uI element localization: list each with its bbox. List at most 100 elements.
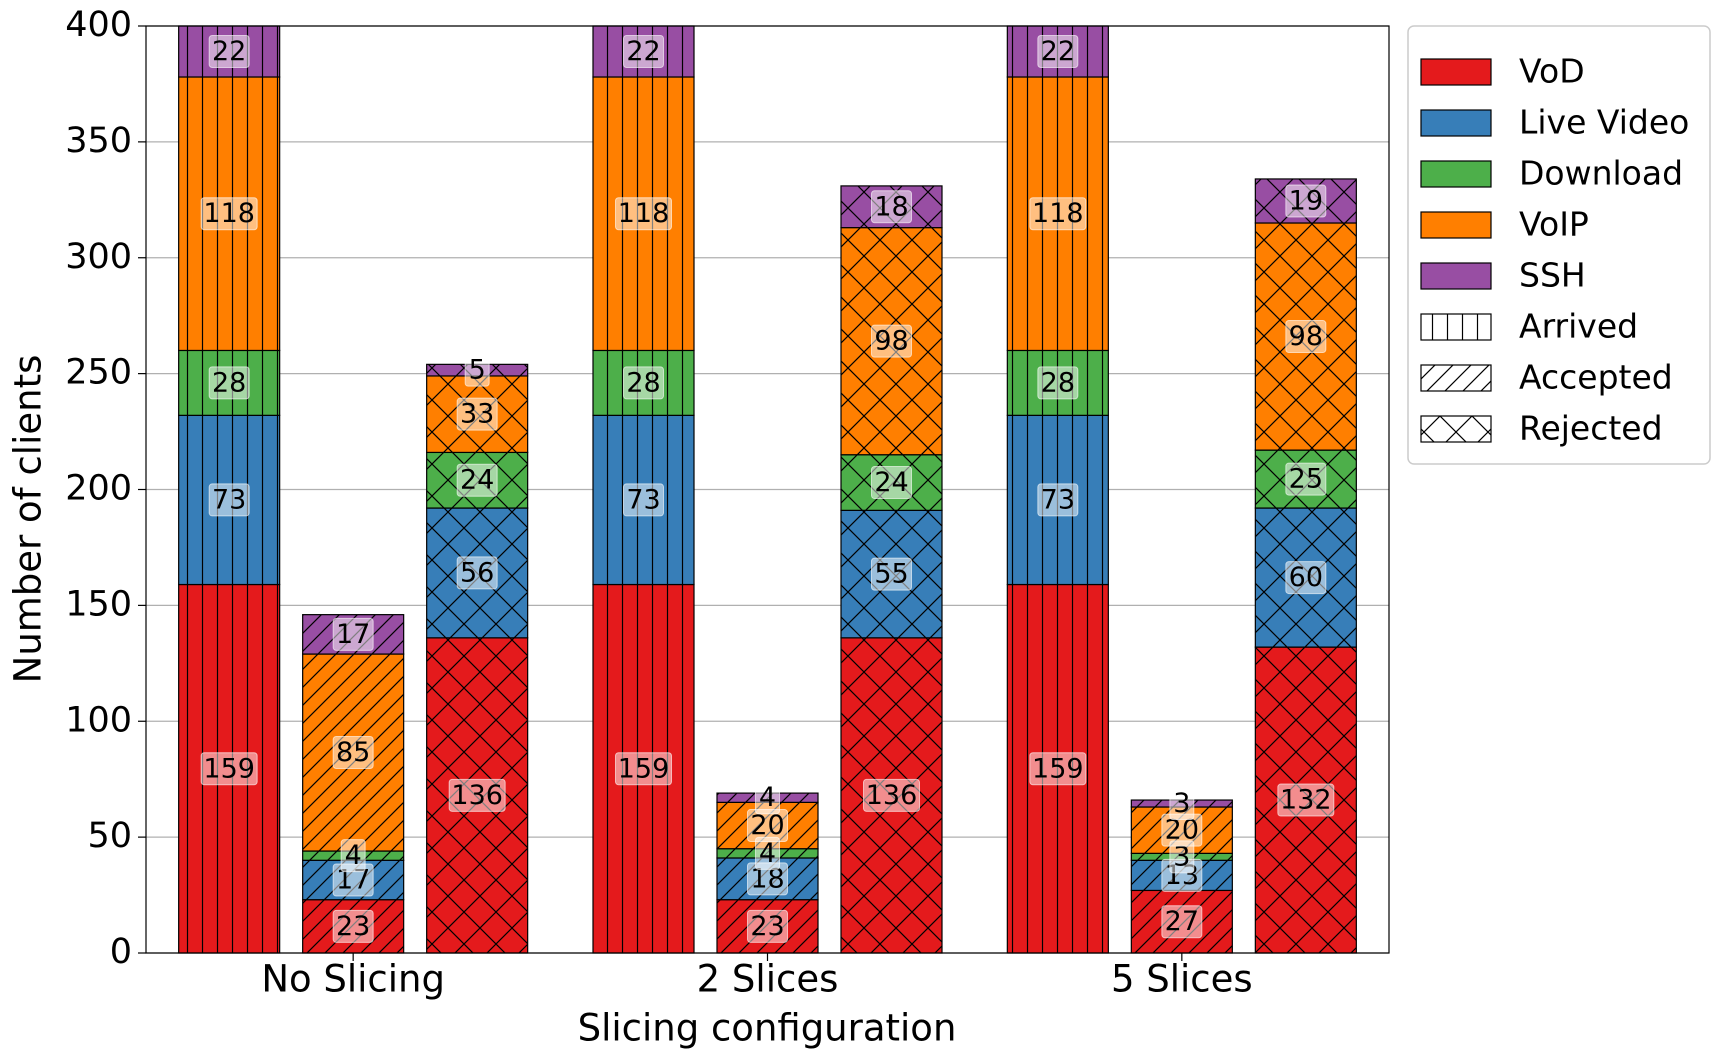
data-label: 23 xyxy=(336,911,370,942)
data-label-box xyxy=(871,190,912,224)
data-label-box xyxy=(863,778,920,812)
data-label-box xyxy=(1285,462,1327,496)
data-label: 73 xyxy=(212,484,246,515)
data-label: 56 xyxy=(460,557,494,588)
data-label-box xyxy=(1161,905,1203,939)
data-label-box xyxy=(456,556,498,590)
legend-label: Accepted xyxy=(1519,358,1673,397)
data-label-box xyxy=(208,366,250,400)
data-label-box xyxy=(871,557,912,591)
legend-label: VoD xyxy=(1519,52,1585,91)
data-label: 27 xyxy=(1165,906,1199,937)
legend-label: Live Video xyxy=(1519,103,1689,142)
legend-swatch xyxy=(1420,364,1492,392)
data-label-box xyxy=(1029,197,1087,231)
data-label-box xyxy=(747,909,788,943)
y-tick-label: 300 xyxy=(65,237,132,277)
data-label-box xyxy=(340,839,366,873)
data-label-box xyxy=(464,353,490,387)
legend-label: VoIP xyxy=(1519,205,1589,244)
data-label-box xyxy=(871,324,912,358)
bar-segment xyxy=(426,375,529,454)
data-label-box xyxy=(332,617,374,651)
data-label: 4 xyxy=(759,782,776,813)
plot-frame xyxy=(145,25,1390,954)
y-tick-label: 400 xyxy=(65,5,132,45)
legend-label: SSH xyxy=(1519,256,1586,295)
y-tick-label: 0 xyxy=(110,932,132,972)
legend-swatch xyxy=(1420,211,1492,239)
data-label: 28 xyxy=(212,367,246,398)
data-label: 136 xyxy=(866,780,918,811)
data-label-box xyxy=(200,752,258,786)
data-label: 22 xyxy=(212,36,246,67)
data-label: 118 xyxy=(203,198,255,229)
x-tick-label: 5 Slices xyxy=(1111,958,1253,1001)
data-label-box xyxy=(332,736,374,770)
data-label-box xyxy=(1285,561,1327,595)
data-label: 22 xyxy=(1041,36,1075,67)
y-tick-label: 150 xyxy=(65,584,132,624)
data-label: 23 xyxy=(750,911,784,942)
data-label: 73 xyxy=(626,484,660,515)
data-label: 159 xyxy=(618,753,670,784)
data-label-box xyxy=(623,366,664,400)
data-label-box xyxy=(456,463,498,497)
data-label: 85 xyxy=(336,737,370,768)
data-label-box xyxy=(615,197,672,231)
y-axis-label: Number of clients xyxy=(7,355,50,684)
data-label: 33 xyxy=(460,399,494,430)
data-label-box xyxy=(200,197,258,231)
data-label-box xyxy=(332,909,374,943)
data-label-box xyxy=(208,483,250,517)
data-label: 24 xyxy=(874,467,908,498)
data-label: 28 xyxy=(1041,367,1075,398)
data-label-box xyxy=(1037,34,1079,68)
data-label: 5 xyxy=(469,355,486,386)
data-label: 17 xyxy=(336,619,370,650)
data-label: 24 xyxy=(460,465,494,496)
data-label-box xyxy=(208,34,250,68)
data-label: 22 xyxy=(626,36,660,67)
y-tick-label: 250 xyxy=(65,353,132,393)
bar-segment xyxy=(592,414,695,586)
data-label-box xyxy=(615,752,672,786)
x-axis-label: Slicing configuration xyxy=(578,1007,957,1050)
data-label-box xyxy=(871,466,912,500)
data-label-box xyxy=(1037,483,1079,517)
data-label-box xyxy=(448,778,506,812)
legend-swatch xyxy=(1420,262,1492,290)
y-tick-label: 100 xyxy=(65,700,132,740)
legend-swatch xyxy=(1420,313,1492,341)
data-label: 28 xyxy=(626,367,660,398)
data-label: 3 xyxy=(1173,841,1190,872)
data-label-box xyxy=(1277,783,1335,817)
data-label: 98 xyxy=(1289,321,1323,352)
data-label-box xyxy=(1285,184,1327,218)
data-label: 19 xyxy=(1289,185,1323,216)
data-label-box xyxy=(1029,752,1087,786)
data-label-box xyxy=(623,34,664,68)
legend-swatch xyxy=(1420,109,1492,137)
data-label: 118 xyxy=(618,198,670,229)
data-label: 73 xyxy=(1041,484,1075,515)
data-label-box xyxy=(1037,366,1079,400)
data-label-box xyxy=(456,397,498,431)
legend-swatch xyxy=(1420,415,1492,443)
data-label: 20 xyxy=(750,810,784,841)
data-label: 4 xyxy=(759,838,776,869)
data-label: 159 xyxy=(203,753,255,784)
legend-label: Arrived xyxy=(1519,307,1638,346)
data-label: 118 xyxy=(1032,198,1084,229)
data-label-box xyxy=(1169,787,1195,821)
data-label: 4 xyxy=(345,840,362,871)
y-tick-label: 350 xyxy=(65,121,132,161)
legend-box xyxy=(1407,25,1711,465)
legend-swatch xyxy=(1420,58,1492,86)
data-label: 55 xyxy=(874,559,908,590)
data-label: 3 xyxy=(1173,788,1190,819)
data-label: 98 xyxy=(874,326,908,357)
x-tick-label: 2 Slices xyxy=(697,958,839,1001)
data-label: 25 xyxy=(1289,464,1323,495)
